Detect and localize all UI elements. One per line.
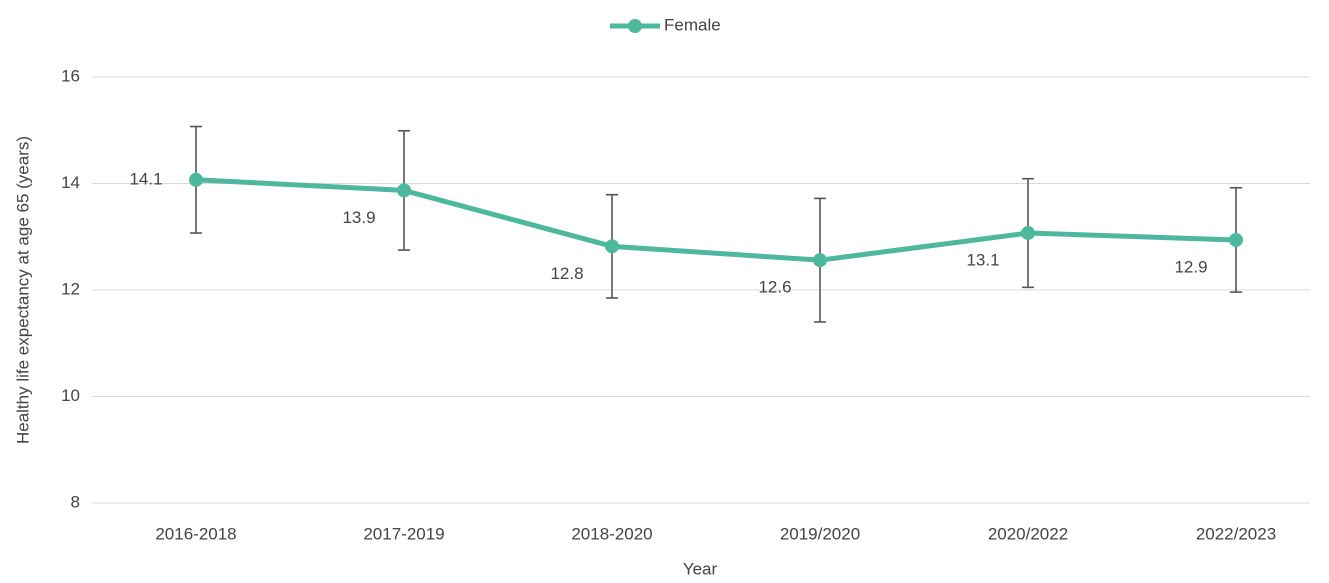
x-tick-label: 2016-2018 [155, 524, 236, 543]
y-tick-label: 10 [61, 386, 80, 405]
legend-label: Female [664, 15, 721, 34]
data-label: 12.8 [550, 264, 583, 283]
y-axis-title: Healthy life expectancy at age 65 (years… [13, 136, 32, 444]
marker [397, 183, 411, 198]
data-label: 14.1 [129, 169, 162, 188]
data-label: 13.9 [342, 208, 375, 227]
data-label: 13.1 [966, 251, 999, 270]
y-tick-label: 16 [61, 66, 80, 85]
marker [189, 172, 203, 187]
legend-marker [628, 19, 642, 33]
series-line [195, 177, 1237, 263]
marker [1229, 232, 1243, 247]
x-tick-label: 2022/2023 [1196, 524, 1276, 543]
y-tick-label: 8 [71, 492, 80, 511]
y-tick-label: 14 [61, 173, 80, 192]
x-tick-label: 2017-2019 [363, 524, 444, 543]
marker [605, 239, 619, 254]
data-label: 12.9 [1174, 257, 1207, 276]
marker [1021, 226, 1035, 241]
y-tick-label: 12 [61, 279, 80, 298]
x-tick-label: 2019/2020 [780, 524, 860, 543]
x-tick-label: 2018-2020 [571, 524, 652, 543]
x-axis-title: Year [683, 559, 718, 578]
data-label: 12.6 [758, 278, 791, 297]
x-tick-label: 2020/2022 [988, 524, 1068, 543]
marker [813, 253, 827, 268]
